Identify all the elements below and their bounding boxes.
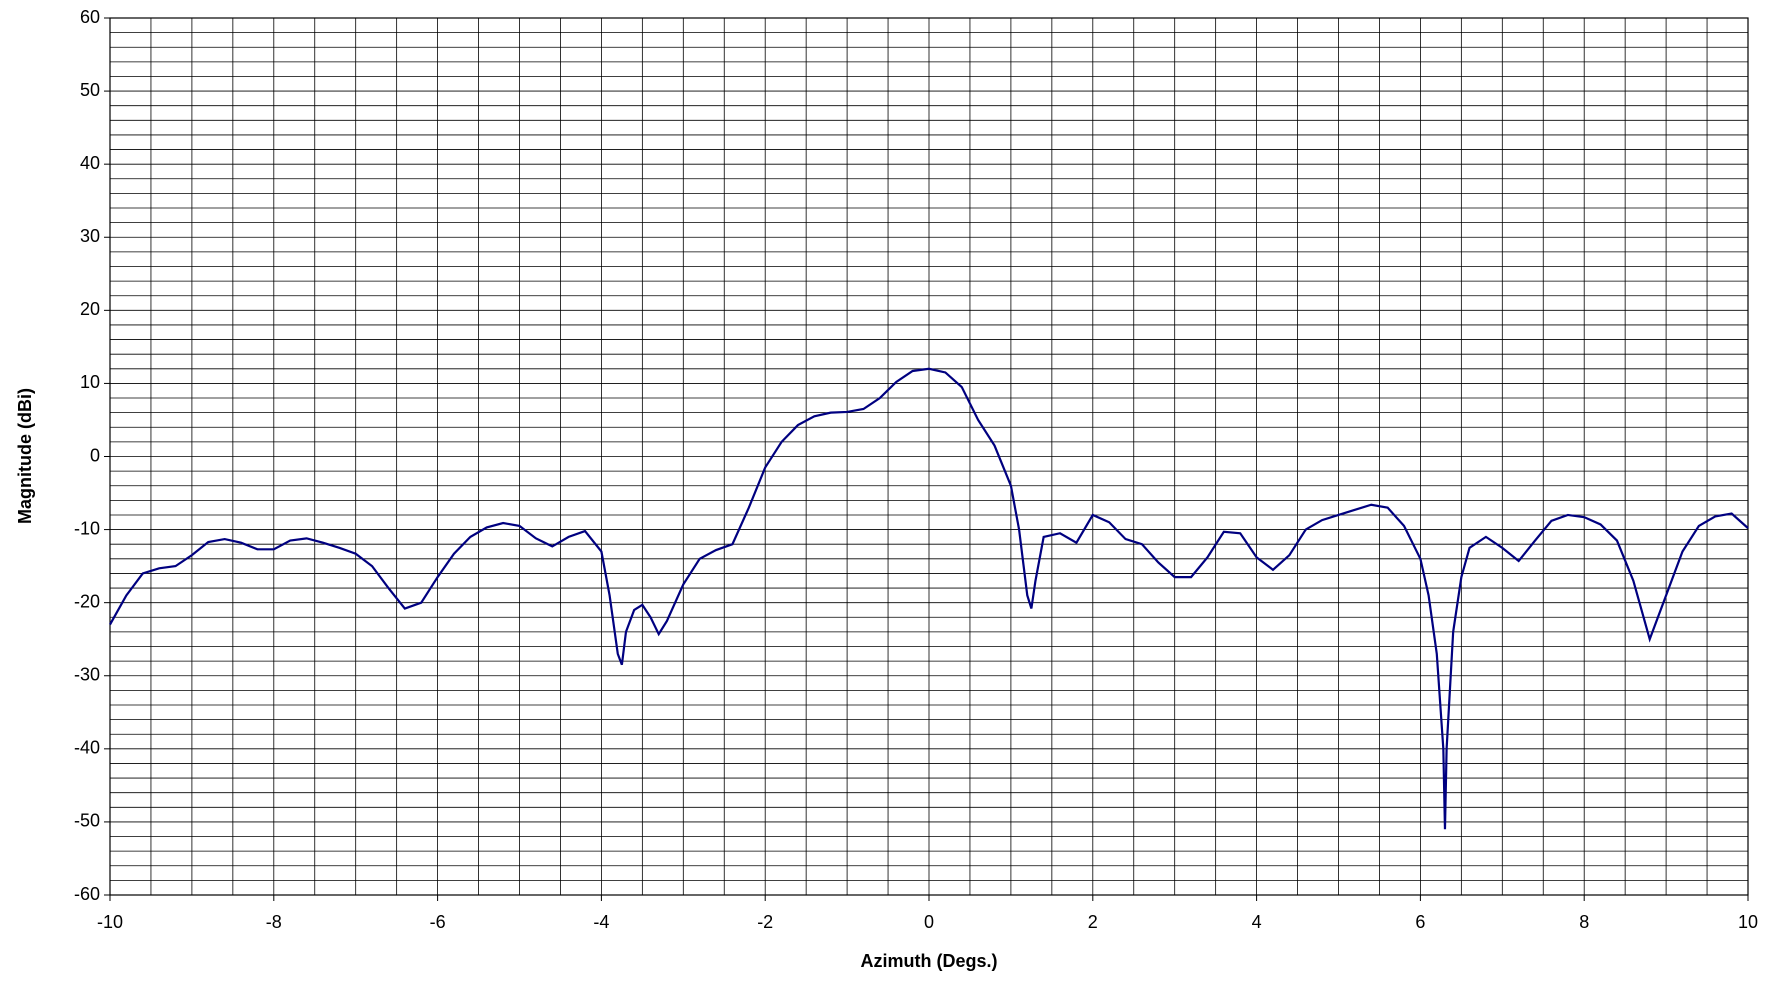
y-tick-label: 10 [80,372,100,392]
x-tick-label: 6 [1415,912,1425,932]
x-axis-title: Azimuth (Degs.) [861,951,998,971]
x-tick-label: 8 [1579,912,1589,932]
data-line [109,367,1749,830]
y-tick-label: 40 [80,153,100,173]
x-tick-label: 2 [1088,912,1098,932]
x-tick-label: -2 [757,912,773,932]
x-tick-label: 4 [1252,912,1262,932]
x-tick-label: 0 [924,912,934,932]
y-tick-label: -60 [74,884,100,904]
y-tick-label: 30 [80,226,100,246]
y-tick-label: 0 [90,445,100,465]
y-tick-label: 60 [80,7,100,27]
x-tick-label: 10 [1738,912,1758,932]
y-tick-label: -10 [74,518,100,538]
x-tick-label: -4 [593,912,609,932]
plot-frame [109,17,1749,896]
x-tick-label: -8 [266,912,282,932]
y-tick-label: -30 [74,665,100,685]
y-axis-title: Magnitude (dBi) [15,388,35,524]
y-tick-label: 20 [80,299,100,319]
x-tick-label: -10 [97,912,123,932]
y-tick-label: -20 [74,591,100,611]
y-tick-label: -50 [74,811,100,831]
y-tick-label: 50 [80,80,100,100]
y-tick-label: -40 [74,738,100,758]
x-tick-label: -6 [430,912,446,932]
